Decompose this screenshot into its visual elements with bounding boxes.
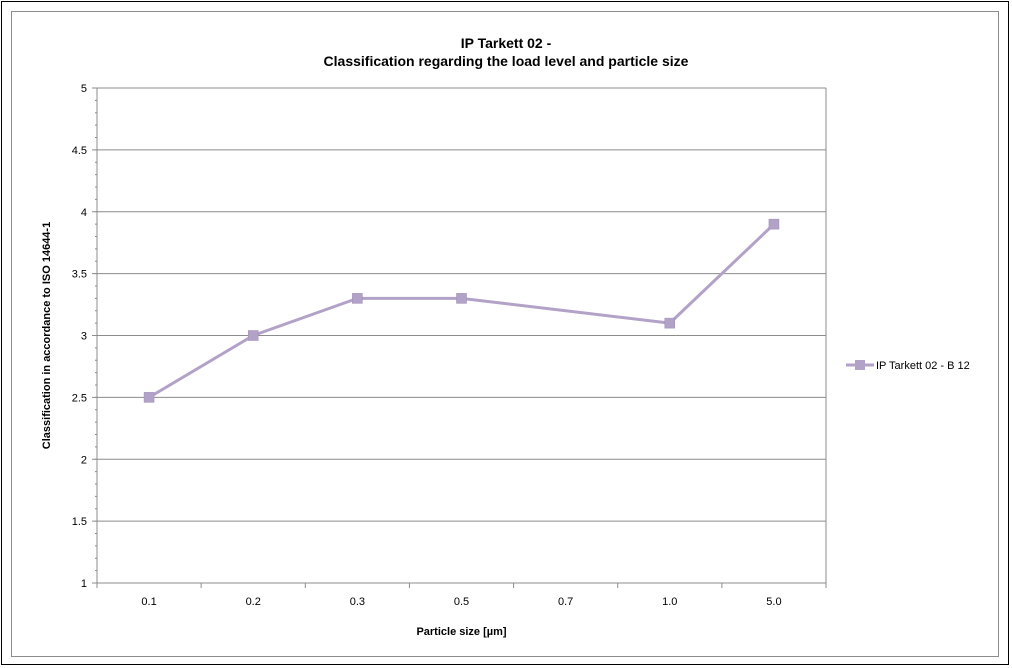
x-tick-label: 0.2 — [246, 596, 261, 608]
y-tick-label: 2.5 — [72, 392, 87, 404]
y-tick-label: 4.5 — [72, 145, 87, 157]
y-tick-label: 3.5 — [72, 269, 87, 281]
x-tick-label: 0.5 — [454, 596, 469, 608]
data-point-marker — [456, 293, 467, 304]
y-axis-title: Classification in accordance to ISO 1464… — [41, 222, 53, 449]
x-tick-label: 0.3 — [350, 596, 365, 608]
x-tick-label: 5.0 — [766, 596, 781, 608]
data-point-marker — [352, 293, 363, 304]
x-axis-title: Particle size [µm] — [416, 626, 506, 638]
series-line — [148, 223, 775, 399]
gridlines — [97, 87, 826, 522]
data-point-marker — [143, 392, 155, 403]
data-point-marker — [664, 317, 676, 329]
chart-area — [11, 11, 999, 657]
legend-label: IP Tarkett 02 - B 12 — [876, 360, 970, 372]
series-layer — [143, 218, 780, 403]
y-tick-label: 5 — [81, 83, 87, 95]
x-tick-label: 0.7 — [558, 596, 573, 608]
y-tick-label: 1 — [81, 578, 87, 590]
data-point-marker — [768, 218, 780, 230]
y-tick-label: 3 — [81, 331, 87, 343]
y-tick-label: 4 — [81, 207, 87, 219]
y-axis-ticks: 1 1.5 2 2.5 3 3.5 4 4.5 5 — [72, 83, 97, 590]
chart-title: IP Tarkett 02 - — [460, 35, 552, 51]
y-tick-label: 1.5 — [72, 516, 87, 528]
x-tick-label: 1.0 — [662, 596, 677, 608]
x-axis-ticks: 0.1 0.2 0.3 0.5 0.7 1.0 5.0 — [96, 583, 827, 608]
legend: IP Tarkett 02 - B 12 — [846, 360, 970, 372]
chart-subtitle: Classification regarding the load level … — [323, 53, 689, 69]
y-tick-label: 2 — [81, 454, 87, 466]
x-tick-label: 0.1 — [141, 596, 156, 608]
legend-marker — [855, 360, 865, 370]
data-point-marker — [247, 330, 259, 341]
